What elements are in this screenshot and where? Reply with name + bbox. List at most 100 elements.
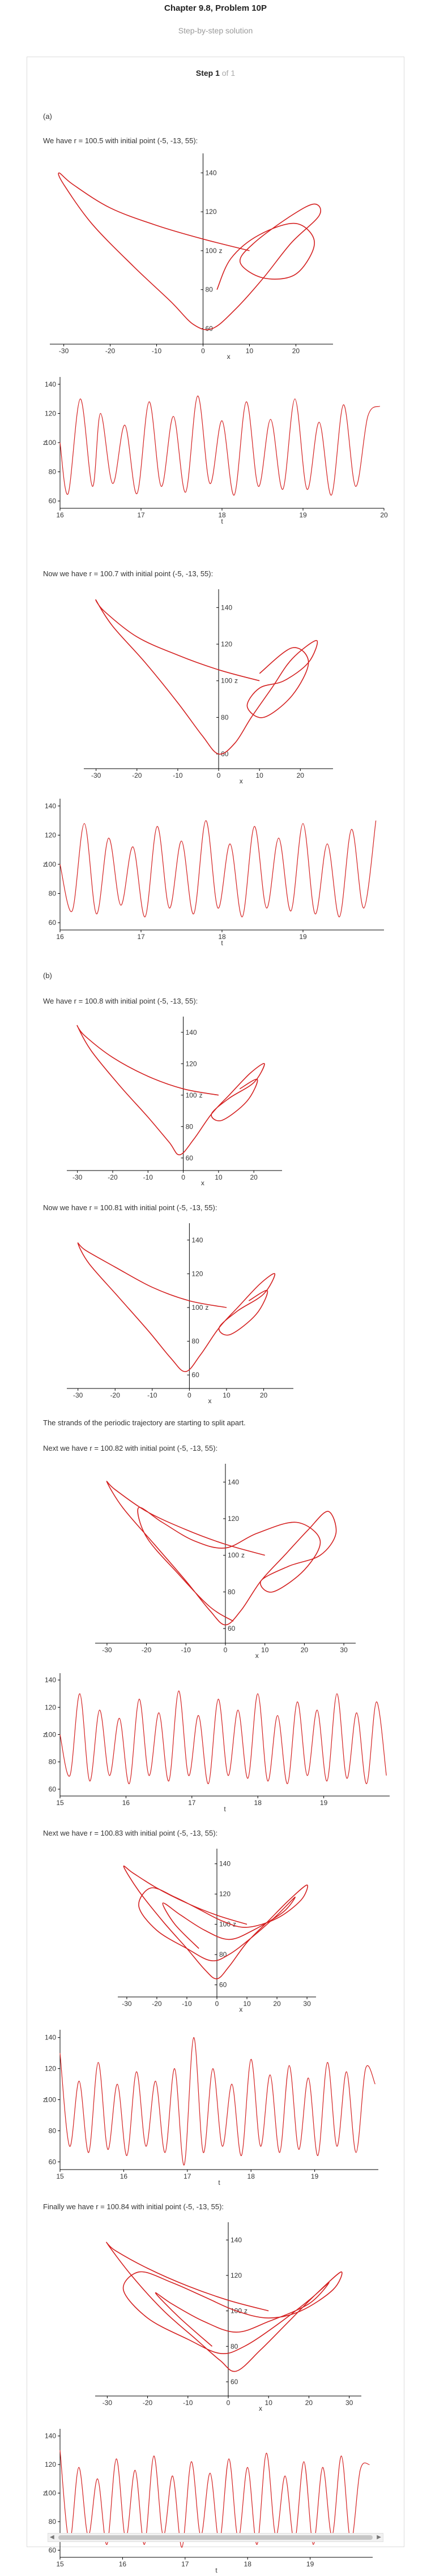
y-tick-label: 100	[45, 1731, 56, 1739]
y-tick-label: 80	[186, 1122, 194, 1130]
x-tick-label: -30	[72, 1173, 83, 1181]
series-line	[59, 1690, 387, 1784]
x-tick-label: 10	[246, 347, 254, 355]
x-tick-label: -10	[183, 2399, 193, 2407]
x-tick-label: 16	[56, 511, 64, 519]
x-tick-label: 16	[56, 933, 64, 941]
y-tick-label: 140	[45, 802, 56, 810]
x-tick-label: 19	[306, 2560, 314, 2568]
page-title: Chapter 9.8, Problem 10P	[164, 3, 267, 13]
y-tick-label: 100	[45, 439, 56, 447]
x-tick-label: -30	[103, 2399, 113, 2407]
horizontal-scrollbar[interactable]: ◀ ▶	[48, 2533, 383, 2542]
scroll-right-icon[interactable]: ▶	[377, 2534, 381, 2540]
x-tick-label: -10	[181, 1646, 191, 1654]
chart-phase-100-81: -30 -20 -10 0 10 20 60 80 100 120 140 x z	[67, 1223, 293, 1405]
x-tick-label: 18	[244, 2560, 252, 2568]
text-split: The strands of the periodic trajectory a…	[43, 1418, 246, 1427]
x-tick-label: 17	[137, 933, 145, 941]
x-tick-label: -20	[152, 2000, 162, 2008]
series-line	[106, 1481, 337, 1626]
series-line	[76, 1025, 265, 1155]
y-tick-label: 80	[49, 2518, 57, 2526]
x-tick-label: 19	[311, 2172, 319, 2180]
chart-time-100-5: 16 17 18 19 20 60 80 100 120 140 t z	[43, 377, 388, 525]
scroll-left-icon[interactable]: ◀	[50, 2534, 54, 2540]
y-tick-label: 60	[191, 1371, 199, 1379]
x-axis-label: t	[218, 2179, 220, 2187]
y-tick-label: 80	[219, 1951, 227, 1958]
x-tick-label: 18	[254, 1799, 262, 1807]
y-axis-label: z	[43, 2096, 46, 2104]
x-tick-label: 19	[299, 933, 307, 941]
y-axis-label: z	[233, 1921, 236, 1928]
series-line	[95, 599, 318, 755]
x-axis-label: x	[227, 353, 231, 361]
x-tick-label: -10	[143, 1173, 153, 1181]
x-axis-label: t	[221, 517, 223, 525]
x-tick-label: -10	[152, 347, 162, 355]
x-tick-label: 17	[188, 1799, 196, 1807]
solution-card: Step 1 of 1 (a) We have r = 100.5 with i…	[27, 57, 404, 2574]
x-tick-label: 10	[243, 2000, 251, 2008]
text-r-100-5: We have r = 100.5 with initial point (-5…	[43, 136, 198, 145]
x-axis-label: t	[224, 1805, 226, 1813]
y-tick-label: 120	[221, 640, 232, 648]
x-tick-label: -30	[59, 347, 69, 355]
y-tick-label: 80	[49, 1758, 57, 1766]
series-line	[59, 820, 377, 918]
y-tick-label: 120	[45, 409, 56, 417]
x-tick-label: 15	[56, 1799, 64, 1807]
series-line	[123, 1865, 308, 1979]
text-r-100-8: We have r = 100.8 with initial point (-5…	[43, 997, 198, 1005]
step-label: Step 1	[195, 68, 220, 78]
x-tick-label: -10	[173, 771, 183, 779]
y-axis-label: z	[234, 677, 238, 685]
series-line	[77, 1242, 276, 1373]
x-tick-label: 10	[215, 1173, 223, 1181]
y-tick-label: 120	[231, 2271, 242, 2279]
y-axis-label: z	[43, 1731, 46, 1739]
x-tick-label: 10	[265, 2399, 273, 2407]
y-tick-label: 100	[205, 247, 216, 255]
series-line	[59, 395, 381, 496]
x-tick-label: 0	[187, 1391, 191, 1399]
page-subtitle: Step-by-step solution	[178, 26, 253, 35]
y-tick-label: 100	[45, 2096, 56, 2104]
chart-phase-100-8: -30 -20 -10 0 10 20 60 80 100 120 140 x z	[67, 1017, 282, 1187]
x-tick-label: -30	[102, 1646, 112, 1654]
y-axis-label: z	[219, 247, 222, 255]
x-tick-label: 19	[299, 511, 307, 519]
x-axis-label: x	[239, 2005, 242, 2013]
x-tick-label: 18	[247, 2172, 255, 2180]
y-axis-label: z	[241, 1551, 245, 1559]
text-r-100-82: Next we have r = 100.82 with initial poi…	[43, 1444, 218, 1452]
step-total: of 1	[221, 68, 236, 78]
y-tick-label: 60	[49, 1785, 57, 1793]
x-tick-label: -10	[147, 1391, 157, 1399]
step-header: Step 1 of 1	[27, 68, 404, 78]
y-tick-label: 100	[219, 1921, 231, 1928]
x-axis-label: t	[215, 2566, 217, 2574]
y-tick-label: 140	[186, 1028, 197, 1036]
y-tick-label: 120	[45, 1703, 56, 1711]
y-tick-label: 140	[45, 380, 56, 388]
text-r-100-7: Now we have r = 100.7 with initial point…	[43, 569, 214, 578]
y-tick-label: 100	[45, 860, 56, 868]
x-tick-label: 17	[184, 2172, 191, 2180]
x-tick-label: 30	[345, 2399, 353, 2407]
x-tick-label: 30	[340, 1646, 348, 1654]
y-tick-label: 60	[231, 2378, 238, 2386]
part-a-label: (a)	[43, 112, 52, 121]
y-axis-label: z	[43, 860, 46, 868]
y-tick-label: 80	[191, 1338, 199, 1345]
x-tick-label: 18	[218, 933, 226, 941]
y-tick-label: 60	[49, 2158, 57, 2166]
x-tick-label: 0	[201, 347, 205, 355]
chart-phase-100-7: -30 -20 -10 0 10 20 60 80 100 120 140 x z	[84, 589, 333, 785]
y-tick-label: 100	[228, 1551, 239, 1559]
y-tick-label: 120	[205, 208, 216, 216]
x-tick-label: 20	[301, 1646, 309, 1654]
scrollbar-thumb[interactable]	[58, 2535, 373, 2540]
